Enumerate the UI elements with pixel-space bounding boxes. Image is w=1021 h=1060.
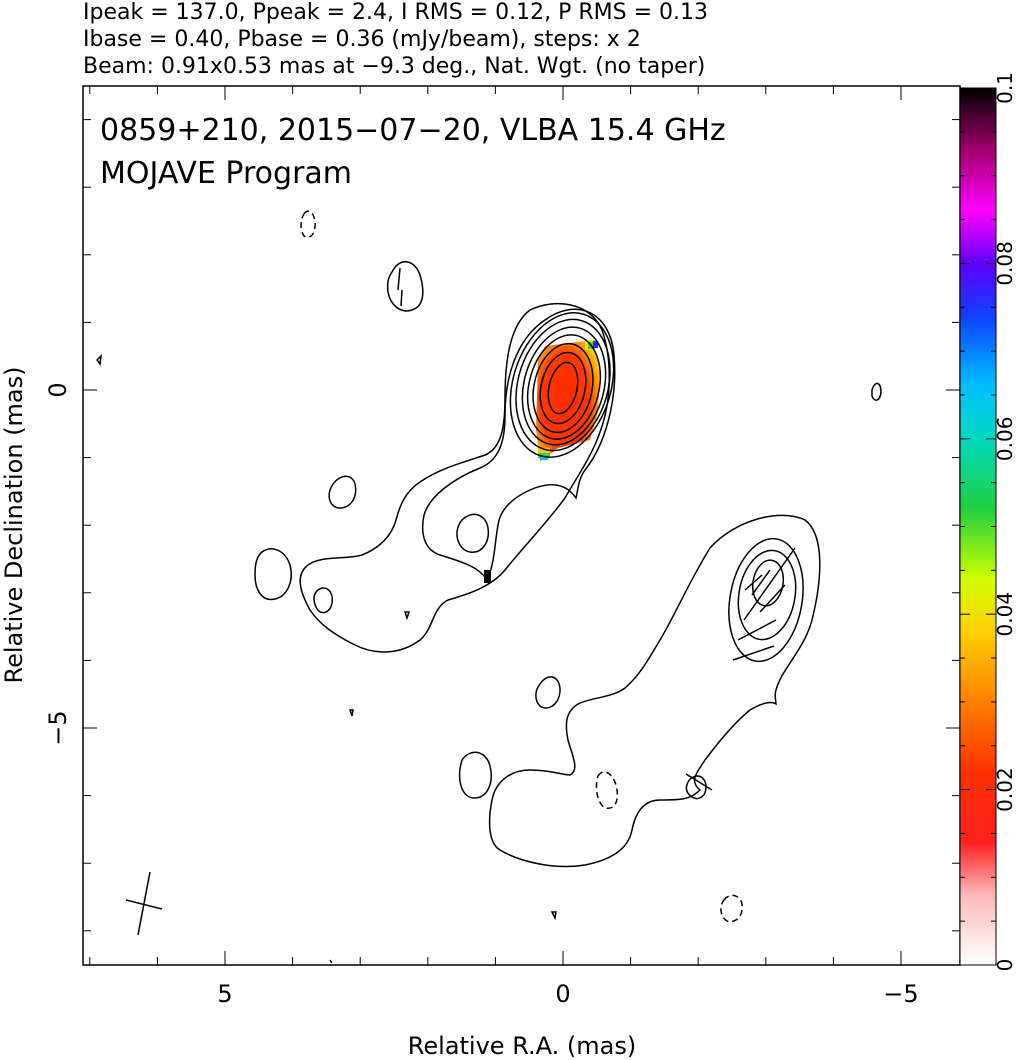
colorbar-tick-label: 0.04 <box>993 592 1017 637</box>
inner-jet-contour <box>421 308 616 582</box>
colorbar-tick-label: 0.06 <box>993 417 1017 462</box>
x-tick-label: 5 <box>217 980 232 1008</box>
x-tick-labels: 5 0 −5 <box>217 980 918 1008</box>
plot-frame <box>82 85 961 966</box>
left-blob-contour <box>254 548 292 601</box>
y-tick-label: −5 <box>44 710 72 745</box>
negative-contour-mid <box>595 771 619 809</box>
axis-ticks <box>83 86 960 965</box>
colorbar-tick-label: 0.02 <box>993 767 1017 812</box>
chart-title: 0859+210, 2015−07−20, VLBA 15.4 GHz <box>100 113 726 148</box>
lower-blob-3 <box>329 959 333 964</box>
outer-jet-contour <box>299 302 611 653</box>
core-contour-6 <box>515 318 611 452</box>
knot-contour-2 <box>728 537 804 663</box>
colorbar <box>959 87 997 966</box>
core-contour-3 <box>532 342 594 434</box>
top-blob-contour <box>386 261 424 312</box>
left-mid-blob <box>328 475 357 509</box>
knot-outer-contour <box>488 514 821 868</box>
header-line-1: Ipeak = 137.0, Ppeak = 2.4, I RMS = 0.12… <box>83 0 708 25</box>
y-axis-label: Relative Declination (mas) <box>0 366 28 683</box>
chart-subtitle: MOJAVE Program <box>100 156 352 191</box>
x-tick-label: 0 <box>555 980 570 1008</box>
contours <box>96 210 882 964</box>
y-tick-label: 0 <box>44 382 72 397</box>
y-tick-labels: 0 −5 <box>44 382 72 745</box>
colorbar-tick-label: 0.08 <box>993 241 1017 286</box>
lower-left-blob <box>458 751 492 799</box>
colorbar-tick-label: 0.1 <box>993 72 1017 104</box>
header-line-2: Ibase = 0.40, Pbase = 0.36 (mJy/beam), s… <box>83 27 641 52</box>
negative-contour-top <box>300 210 316 238</box>
header-line-3: Beam: 0.91x0.53 mas at −9.3 deg., Nat. W… <box>83 54 705 79</box>
jet-small-blob <box>313 587 334 614</box>
negative-contour-bottom <box>720 894 744 923</box>
beam-marker <box>125 871 163 936</box>
jet-hole-contour <box>456 513 490 553</box>
knot-contour-3 <box>737 549 797 641</box>
x-axis-label: Relative R.A. (mas) <box>408 1032 636 1060</box>
core-contour-1 <box>547 361 579 415</box>
x-tick-label: −5 <box>883 980 918 1008</box>
colorbar-tick-labels: 0 0.02 0.04 0.06 0.08 0.1 <box>993 72 1017 971</box>
core-contour-5 <box>521 326 607 446</box>
knot-contour-4 <box>751 559 785 607</box>
lower-blob-2 <box>535 676 561 709</box>
core-contour-2 <box>539 351 587 425</box>
core-contour-7 <box>509 312 615 458</box>
colorbar-ticks <box>960 87 996 966</box>
core-contour-4 <box>526 334 602 440</box>
colorbar-tick-label: 0 <box>993 959 1017 972</box>
right-lower-blob <box>685 775 707 800</box>
